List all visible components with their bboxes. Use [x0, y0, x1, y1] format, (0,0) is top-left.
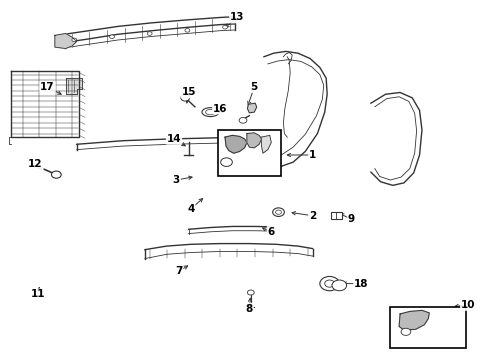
Text: 5: 5 [250, 82, 257, 92]
Circle shape [181, 95, 189, 101]
Circle shape [184, 28, 189, 32]
Circle shape [324, 280, 334, 287]
Text: 16: 16 [212, 104, 227, 113]
Bar [330, 212, 341, 219]
Circle shape [275, 210, 281, 214]
Text: 18: 18 [353, 279, 367, 289]
Text: 12: 12 [28, 159, 42, 169]
Circle shape [222, 26, 227, 29]
Bar [217, 130, 281, 176]
Text: 17: 17 [40, 82, 55, 92]
Circle shape [109, 35, 114, 39]
Text: 13: 13 [229, 13, 244, 22]
Circle shape [319, 276, 339, 291]
Text: 2: 2 [308, 211, 316, 221]
Text: 4: 4 [187, 203, 194, 213]
Bar [389, 307, 465, 348]
Polygon shape [66, 78, 81, 94]
Text: 15: 15 [181, 87, 195, 98]
Circle shape [220, 158, 232, 166]
Circle shape [247, 290, 254, 295]
Ellipse shape [205, 109, 215, 115]
Polygon shape [398, 310, 428, 330]
Polygon shape [246, 133, 261, 148]
Polygon shape [224, 135, 246, 153]
Ellipse shape [202, 108, 219, 117]
Circle shape [272, 208, 284, 216]
Polygon shape [261, 135, 271, 153]
Circle shape [72, 38, 77, 42]
Text: 14: 14 [166, 134, 181, 144]
Circle shape [331, 280, 346, 291]
Text: 6: 6 [267, 227, 274, 237]
Circle shape [147, 32, 152, 35]
Text: 11: 11 [31, 289, 45, 299]
Circle shape [239, 117, 246, 123]
Text: 10: 10 [460, 300, 474, 310]
Text: 8: 8 [245, 303, 252, 314]
Circle shape [400, 328, 410, 336]
Text: 1: 1 [308, 150, 316, 160]
Polygon shape [247, 103, 256, 113]
Text: 7: 7 [175, 266, 182, 276]
Polygon shape [55, 33, 77, 49]
Circle shape [51, 171, 61, 178]
Text: 9: 9 [347, 214, 354, 224]
Text: 3: 3 [172, 175, 180, 185]
